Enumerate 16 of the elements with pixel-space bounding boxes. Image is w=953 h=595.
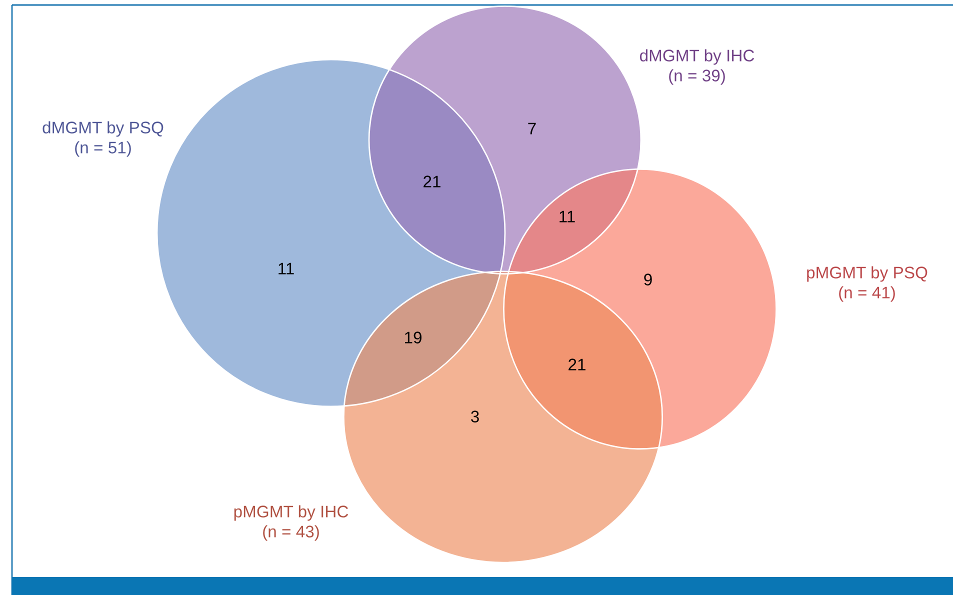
data-label: (n = 43) (263, 525, 319, 541)
category-label: dMGMT by PSQ (42, 121, 164, 137)
text: 21 (568, 358, 586, 370)
category-label: pMGMT by PSQ (807, 266, 928, 282)
text: 3 (471, 410, 479, 422)
category-label: pMGMT by IHC (234, 505, 348, 521)
data-label: (n = 41) (839, 286, 895, 302)
category-label: dMGMT by IHC (640, 49, 754, 65)
data-label: (n = 51) (75, 141, 131, 157)
text: 11 (560, 210, 575, 222)
text: 9 (644, 274, 652, 286)
text: 11 (278, 262, 294, 274)
text: 19 (405, 332, 422, 344)
text: 7 (528, 122, 536, 134)
text: 21 (424, 176, 440, 188)
data-label: (n = 39) (669, 69, 725, 85)
